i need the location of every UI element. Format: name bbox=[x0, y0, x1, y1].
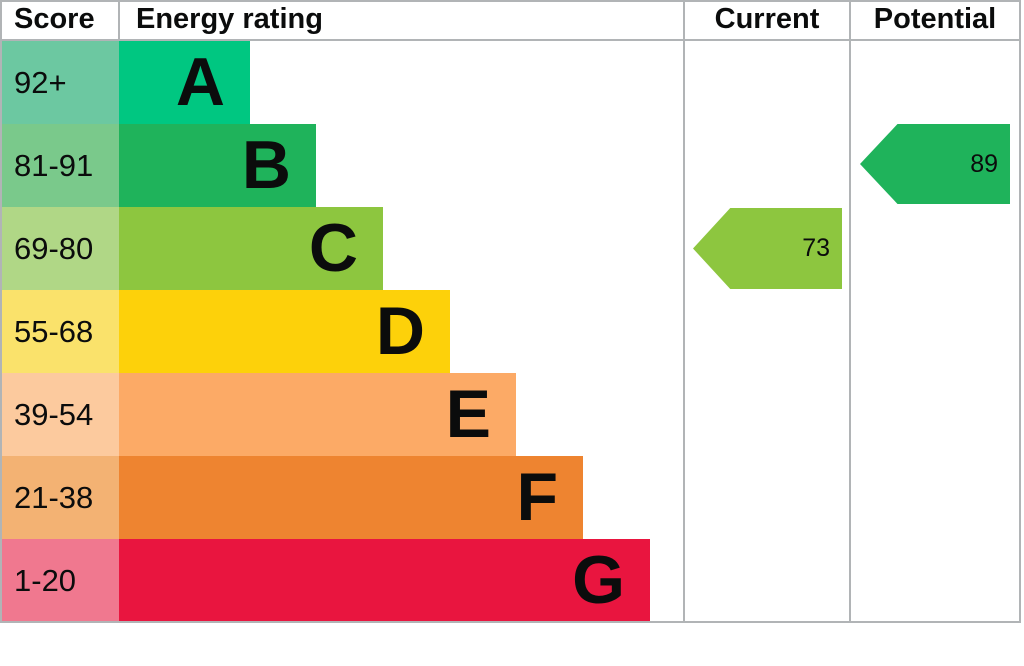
band-score-c: 69-80 bbox=[0, 207, 119, 290]
score-column-divider bbox=[118, 0, 120, 39]
band-score-b: 81-91 bbox=[0, 124, 119, 207]
band-score-e: 39-54 bbox=[0, 373, 119, 456]
potential-rating-value: 89 bbox=[970, 149, 998, 178]
band-bar-g: G bbox=[119, 539, 650, 622]
column-header-energy-rating: Energy rating bbox=[120, 0, 680, 39]
potential-rating-arrow: 89 bbox=[860, 124, 1010, 204]
band-bar-c: C bbox=[119, 207, 383, 290]
band-letter-e: E bbox=[445, 376, 491, 452]
band-letter-c: C bbox=[308, 210, 358, 286]
column-header-current-label: Current bbox=[714, 3, 820, 35]
band-bar-d: D bbox=[119, 290, 450, 373]
potential-column-divider bbox=[849, 0, 851, 621]
band-letter-d: D bbox=[375, 293, 425, 369]
band-score-a: 92+ bbox=[0, 41, 119, 124]
table-border-left bbox=[0, 0, 2, 623]
band-score-f: 21-38 bbox=[0, 456, 119, 539]
band-row-a: 92+ A bbox=[0, 41, 683, 124]
band-row-c: 69-80 C bbox=[0, 207, 683, 290]
table-border-right bbox=[1019, 0, 1021, 623]
band-row-f: 21-38 F bbox=[0, 456, 683, 539]
band-bar-e: E bbox=[119, 373, 516, 456]
band-row-b: 81-91 B bbox=[0, 124, 683, 207]
current-rating-arrow: 73 bbox=[693, 208, 842, 289]
band-row-d: 55-68 D bbox=[0, 290, 683, 373]
band-bar-b: B bbox=[119, 124, 316, 207]
column-header-potential-label: Potential bbox=[873, 3, 997, 35]
column-header-score-label: Score bbox=[14, 3, 95, 35]
band-letter-f: F bbox=[516, 459, 558, 535]
band-bar-f: F bbox=[119, 456, 583, 539]
band-score-d: 55-68 bbox=[0, 290, 119, 373]
column-header-potential: Potential bbox=[851, 0, 1019, 39]
header-divider-line bbox=[0, 39, 1021, 41]
column-header-energy-rating-label: Energy rating bbox=[136, 3, 323, 35]
column-header-current: Current bbox=[685, 0, 849, 39]
band-letter-a: A bbox=[175, 44, 225, 120]
band-rows: 92+ A 81-91 B 69-80 C 55-68 D 39-54 E 21-38 F 1-20 G bbox=[0, 41, 683, 622]
band-letter-g: G bbox=[572, 542, 625, 618]
band-row-g: 1-20 G bbox=[0, 539, 683, 622]
table-border-bottom bbox=[0, 621, 1021, 623]
current-column-divider bbox=[683, 0, 685, 621]
band-row-e: 39-54 E bbox=[0, 373, 683, 456]
band-score-g: 1-20 bbox=[0, 539, 119, 622]
current-rating-value: 73 bbox=[802, 234, 830, 262]
column-header-score: Score bbox=[0, 0, 118, 39]
band-letter-b: B bbox=[241, 127, 291, 203]
table-border-top bbox=[0, 0, 1021, 2]
band-bar-a: A bbox=[119, 41, 250, 124]
